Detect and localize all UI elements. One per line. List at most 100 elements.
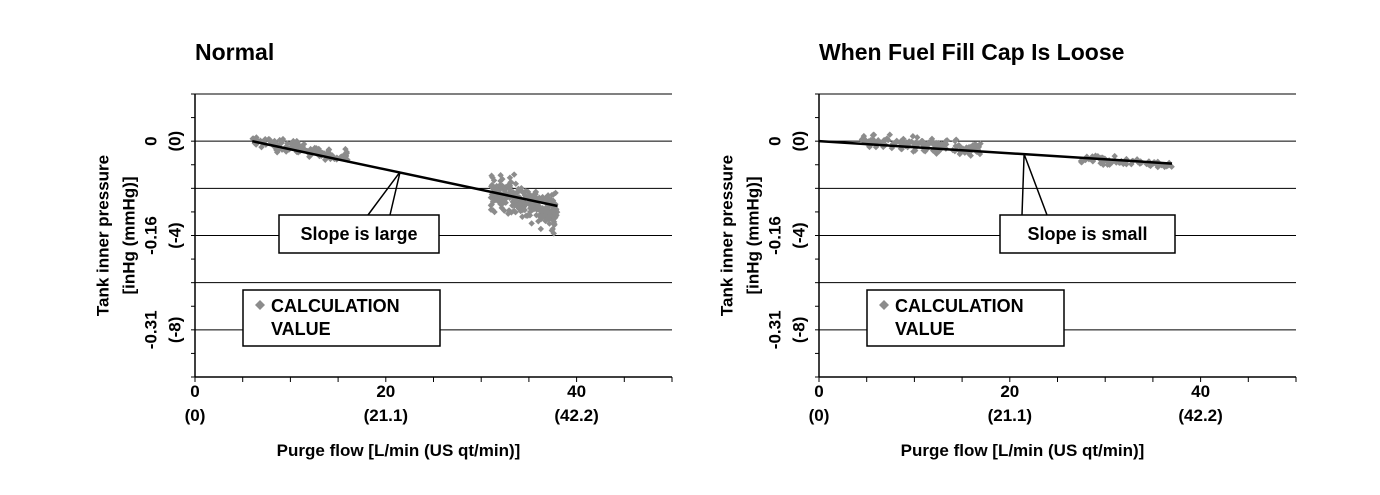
data-point [531,205,538,213]
trend-line [818,139,1173,165]
data-point [544,208,552,216]
data-point [324,150,331,157]
data-point [920,140,927,148]
y-axis-units: [inHg (mmHg)] [743,176,762,294]
data-point [519,206,527,214]
data-point [870,131,878,139]
data-point [526,198,533,205]
legend-label-line1: CALCULATION [271,296,400,316]
callout-leader [1021,153,1048,216]
data-point [925,139,932,146]
x-axis-title: Purge flow [L/min (US qt/min)] [277,441,521,460]
data-point [909,133,917,140]
callout-text: Slope is large [300,224,417,244]
x-tick-label: 0 [814,382,823,401]
data-point [1147,162,1154,170]
data-point [526,193,534,201]
data-point [550,205,557,212]
data-point [487,206,495,213]
data-point [543,194,550,201]
y-axis-title: Tank inner pressure [93,155,112,316]
data-point [539,213,546,220]
data-point [542,211,549,218]
data-point [551,221,558,229]
y-tick-sublabel: (-8) [789,317,808,343]
data-point [929,140,936,147]
data-point [970,143,978,150]
data-point [886,131,894,138]
data-point [545,216,553,223]
data-point [928,137,935,144]
data-point [509,189,516,197]
data-point [535,202,542,209]
data-point [890,140,898,147]
data-point [273,149,281,156]
data-point [913,138,920,146]
callout-text: Slope is small [1027,224,1147,244]
data-point [961,149,968,156]
data-point [516,201,524,209]
data-point [906,139,913,146]
data-point [941,140,949,147]
data-point [312,145,319,152]
trend-line [251,139,558,208]
data-point [262,135,269,143]
data-point [532,191,539,198]
x-tick-sublabel: (0) [809,406,830,425]
data-point [546,220,553,227]
data-point [537,215,545,223]
data-point [506,174,514,181]
data-point [871,138,878,146]
y-tick-label: -0.16 [141,216,160,255]
data-point [536,212,543,220]
y-tick-label: -0.31 [141,310,160,349]
data-point [525,200,532,207]
data-point [881,137,888,144]
data-point [933,150,940,157]
data-point [518,184,525,192]
data-point [541,207,548,214]
data-point [552,189,559,197]
callout-box [999,214,1176,254]
data-point [528,220,535,227]
data-point [529,199,537,207]
x-tick-label: 40 [1191,382,1210,401]
data-point [293,137,300,145]
data-point [547,196,554,204]
legend-box [866,289,1065,347]
data-point [893,137,900,145]
data-point [510,171,518,178]
x-tick-sublabel: (0) [185,406,206,425]
chart-fuel-cap-loose: When Fuel Fill Cap Is Loose 0 (0) 20 (21.1) 4… [717,39,1297,460]
y-tick-sublabel: (-4) [789,222,808,248]
data-point [307,145,314,153]
y-tick-label: 0 [765,136,784,145]
y-tick-sublabel: (0) [789,131,808,152]
data-point [1128,160,1135,168]
data-point [250,135,257,142]
data-point [533,211,540,219]
data-point [507,179,514,186]
data-point [522,212,530,219]
data-point [972,142,980,149]
data-point [528,202,536,210]
y-tick-sublabel: (-4) [165,222,184,248]
legend-box [242,289,441,347]
data-point [1154,163,1162,171]
x-tick-sublabel: (21.1) [364,406,408,425]
data-point [488,201,495,208]
x-tick-label: 20 [376,382,395,401]
data-point [490,177,498,184]
data-point [515,188,522,195]
data-point [937,142,944,150]
data-point [874,138,881,145]
y-tick-label: 0 [141,136,160,145]
x-axis-title: Purge flow [L/min (US qt/min)] [901,441,1145,460]
data-point [550,230,557,237]
legend-marker-icon [879,300,889,310]
y-axis-units: [inHg (mmHg)] [119,176,138,294]
data-point [913,134,921,141]
data-point [869,140,876,147]
callout-box [278,214,440,254]
x-tick-label: 0 [190,382,199,401]
